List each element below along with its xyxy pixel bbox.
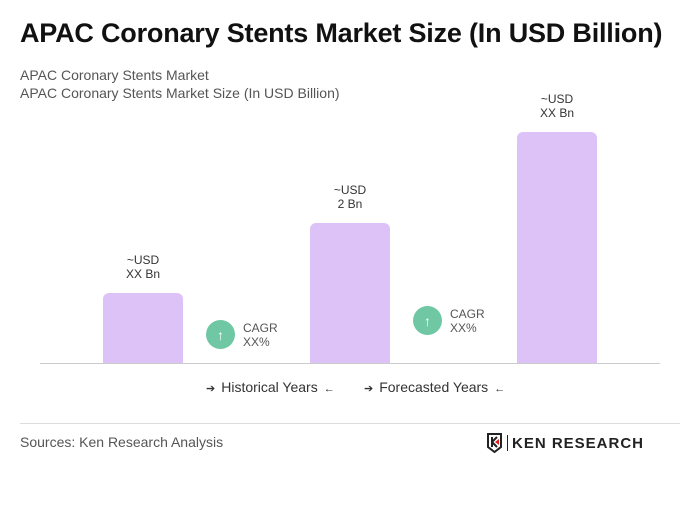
arrow-left-icon: ← <box>323 383 335 395</box>
arrow-up-icon: ↑ <box>206 320 235 349</box>
bar <box>310 223 390 363</box>
bar-data-label: ~USD 2 Bn <box>300 183 400 211</box>
cagr-value: XX% <box>243 334 270 349</box>
data-label-line: ~USD <box>540 92 574 106</box>
data-label-line: ~USD <box>126 253 160 267</box>
data-label-line: 2 Bn <box>337 197 363 211</box>
bar-chart: ↑ CAGR XX% ↑ CAGR XX% ➔ Historical Years ← ➔… <box>40 92 660 395</box>
cagr-badge-historical: ↑ CAGR XX% <box>206 320 278 349</box>
footer-divider <box>20 423 680 424</box>
legend-historical: ➔ Historical Years ← <box>200 379 341 395</box>
bar-data-label: ~USD XX Bn <box>507 92 607 120</box>
bar <box>103 293 183 363</box>
legend-label: Forecasted Years <box>379 379 489 395</box>
data-label-line: XX Bn <box>125 267 161 281</box>
logo-text: KEN RESEARCH <box>512 434 645 452</box>
data-label-line: XX Bn <box>539 106 575 120</box>
subtitle-size: APAC Coronary Stents Market Size (In USD… <box>20 85 340 101</box>
arrow-up-icon: ↑ <box>413 306 442 335</box>
source-note: Sources: Ken Research Analysis <box>20 434 224 450</box>
cagr-badge-forecast: ↑ CAGR XX% <box>413 306 485 335</box>
cagr-label: CAGR <box>450 306 485 321</box>
page-title: APAC Coronary Stents Market Size (In USD… <box>20 18 663 48</box>
x-axis-line <box>40 363 660 364</box>
subtitle-market: APAC Coronary Stents Market <box>20 67 209 83</box>
arrow-right-icon: ➔ <box>206 383 216 395</box>
legend-forecast: ➔ Forecasted Years ← <box>358 379 511 395</box>
bar <box>517 132 597 363</box>
logo-shield-icon <box>487 433 502 453</box>
legend-label: Historical Years <box>221 379 318 395</box>
arrow-right-icon: ➔ <box>364 383 374 395</box>
cagr-value: XX% <box>450 320 477 335</box>
ken-research-logo: KEN RESEARCH <box>486 433 644 453</box>
bar-data-label: ~USD XX Bn <box>93 253 193 281</box>
cagr-label: CAGR <box>243 320 278 335</box>
data-label-line: ~USD <box>333 183 367 197</box>
arrow-left-icon: ← <box>494 383 506 395</box>
